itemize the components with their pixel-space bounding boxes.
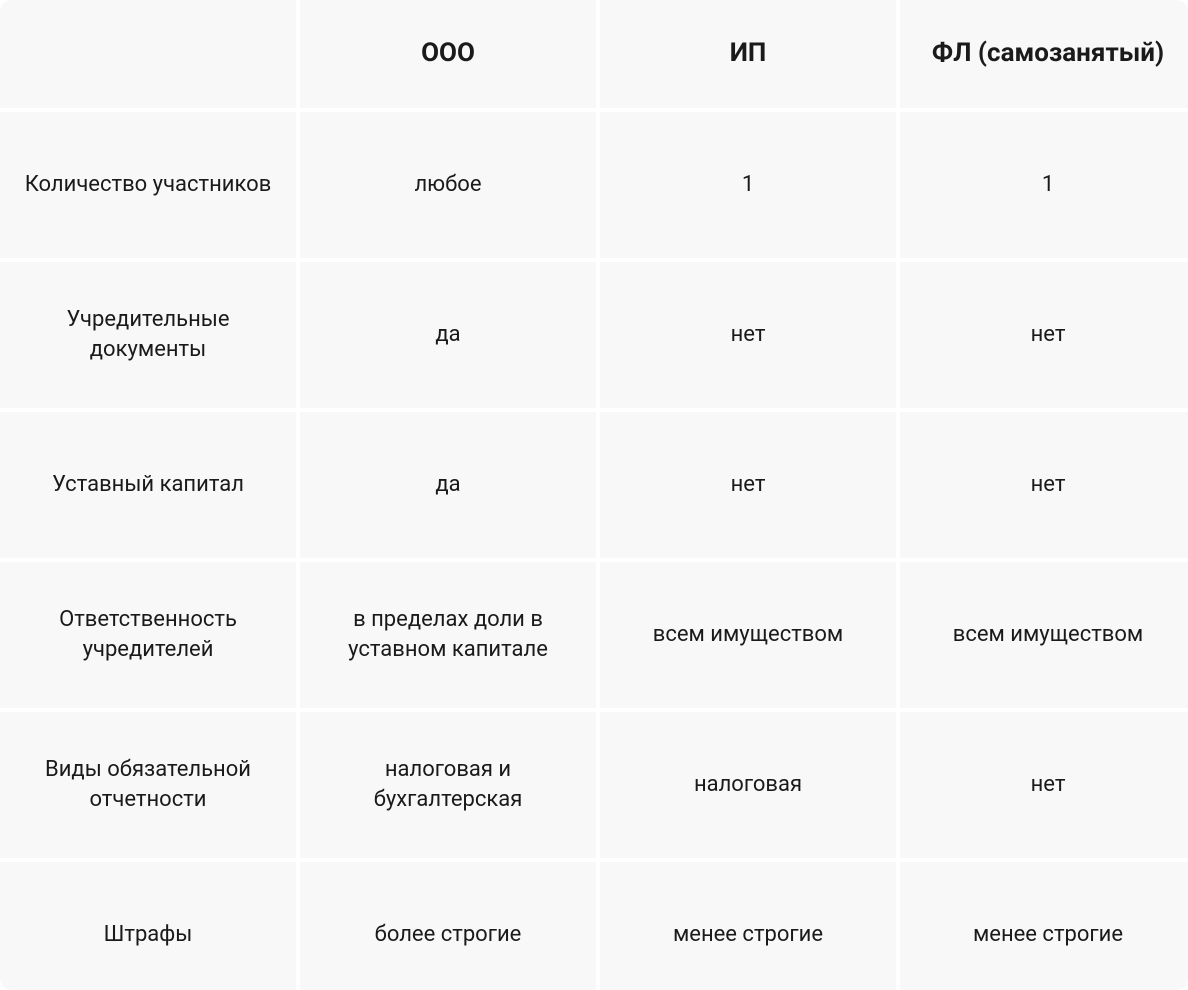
comparison-table: ООО ИП ФЛ (самозанятый) Количество участ… (0, 0, 1188, 990)
row-0-label: Количество участников (0, 112, 296, 258)
row-0-cell-2: 1 (900, 112, 1188, 258)
row-4-label: Виды обязательной отчетности (0, 712, 296, 858)
row-3-cell-1: всем имуществом (600, 562, 896, 708)
row-3-label: Ответственность учредителей (0, 562, 296, 708)
row-4-cell-1: налоговая (600, 712, 896, 858)
row-1-cell-0: да (300, 262, 596, 408)
row-5-label: Штрафы (0, 862, 296, 990)
row-2-label: Уставный капитал (0, 412, 296, 558)
header-col-2: ИП (600, 0, 896, 108)
row-4-cell-2: нет (900, 712, 1188, 858)
row-1-label: Учредительные документы (0, 262, 296, 408)
row-4-cell-0: налоговая и бухгалтерская (300, 712, 596, 858)
row-1-cell-1: нет (600, 262, 896, 408)
row-2-cell-2: нет (900, 412, 1188, 558)
row-5-cell-0: более строгие (300, 862, 596, 990)
row-2-cell-0: да (300, 412, 596, 558)
row-0-cell-1: 1 (600, 112, 896, 258)
row-2-cell-1: нет (600, 412, 896, 558)
header-col-1: ООО (300, 0, 596, 108)
row-3-cell-0: в пределах доли в уставном капитале (300, 562, 596, 708)
header-col-3: ФЛ (самозанятый) (900, 0, 1188, 108)
row-1-cell-2: нет (900, 262, 1188, 408)
row-3-cell-2: всем имуществом (900, 562, 1188, 708)
row-5-cell-1: менее строгие (600, 862, 896, 990)
row-0-cell-0: любое (300, 112, 596, 258)
row-5-cell-2: менее строгие (900, 862, 1188, 990)
header-empty (0, 0, 296, 108)
